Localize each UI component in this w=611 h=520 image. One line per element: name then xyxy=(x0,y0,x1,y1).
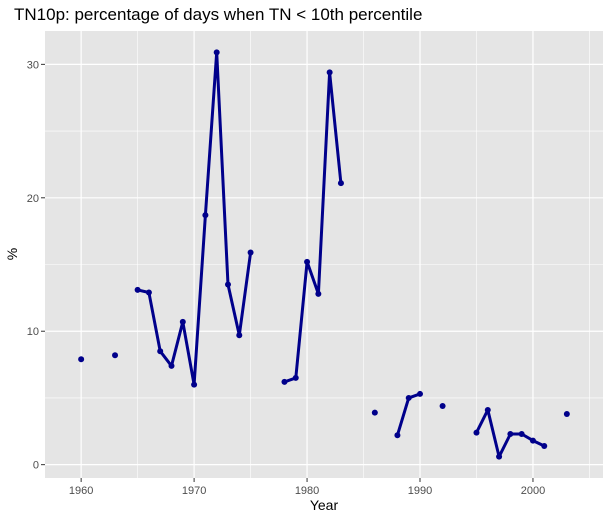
data-point xyxy=(337,180,344,187)
y-tick-labels: 0 10 20 30 xyxy=(27,59,39,471)
grid-major xyxy=(45,31,603,478)
data-point xyxy=(281,378,288,385)
data-point xyxy=(213,49,220,56)
data-point xyxy=(439,402,446,409)
data-point xyxy=(563,410,570,417)
data-point xyxy=(541,442,548,449)
x-axis-title: Year xyxy=(310,497,339,513)
data-point xyxy=(315,290,322,297)
data-point xyxy=(326,69,333,76)
plot-panel xyxy=(45,31,603,478)
data-point xyxy=(292,374,299,381)
data-point xyxy=(247,249,254,256)
y-tick-label: 20 xyxy=(27,193,39,205)
data-point xyxy=(417,390,424,397)
x-tick-label: 1960 xyxy=(69,485,93,497)
axis-ticks xyxy=(41,63,534,482)
data-point xyxy=(236,332,243,339)
data-point xyxy=(484,406,491,413)
data-point xyxy=(157,348,164,355)
y-tick-label: 0 xyxy=(33,460,39,472)
x-tick-label: 1980 xyxy=(295,485,319,497)
data-point xyxy=(134,286,141,293)
data-point xyxy=(496,453,503,460)
data-point xyxy=(405,394,412,401)
data-point xyxy=(168,362,175,369)
y-tick-label: 30 xyxy=(27,59,39,71)
y-axis-title: % xyxy=(4,248,20,260)
data-point xyxy=(507,430,514,437)
data-point xyxy=(304,258,311,265)
data-point xyxy=(78,356,85,363)
data-point xyxy=(112,352,119,359)
x-tick-label: 1970 xyxy=(182,485,206,497)
chart-title: TN10p: percentage of days when TN < 10th… xyxy=(14,5,422,24)
y-tick-label: 10 xyxy=(27,326,39,338)
data-point xyxy=(202,212,209,219)
data-point xyxy=(394,432,401,439)
data-point xyxy=(179,318,186,325)
x-tick-labels: 1960 1970 1980 1990 2000 xyxy=(69,485,545,497)
data-point xyxy=(145,289,152,296)
data-point xyxy=(224,281,231,288)
data-point xyxy=(518,430,525,437)
data-point xyxy=(191,381,198,388)
grid-minor xyxy=(45,31,603,478)
x-tick-label: 2000 xyxy=(521,485,545,497)
x-tick-label: 1990 xyxy=(408,485,432,497)
data-point xyxy=(529,437,536,444)
data-point xyxy=(371,409,378,416)
series-points xyxy=(78,49,570,460)
data-point xyxy=(473,429,480,436)
